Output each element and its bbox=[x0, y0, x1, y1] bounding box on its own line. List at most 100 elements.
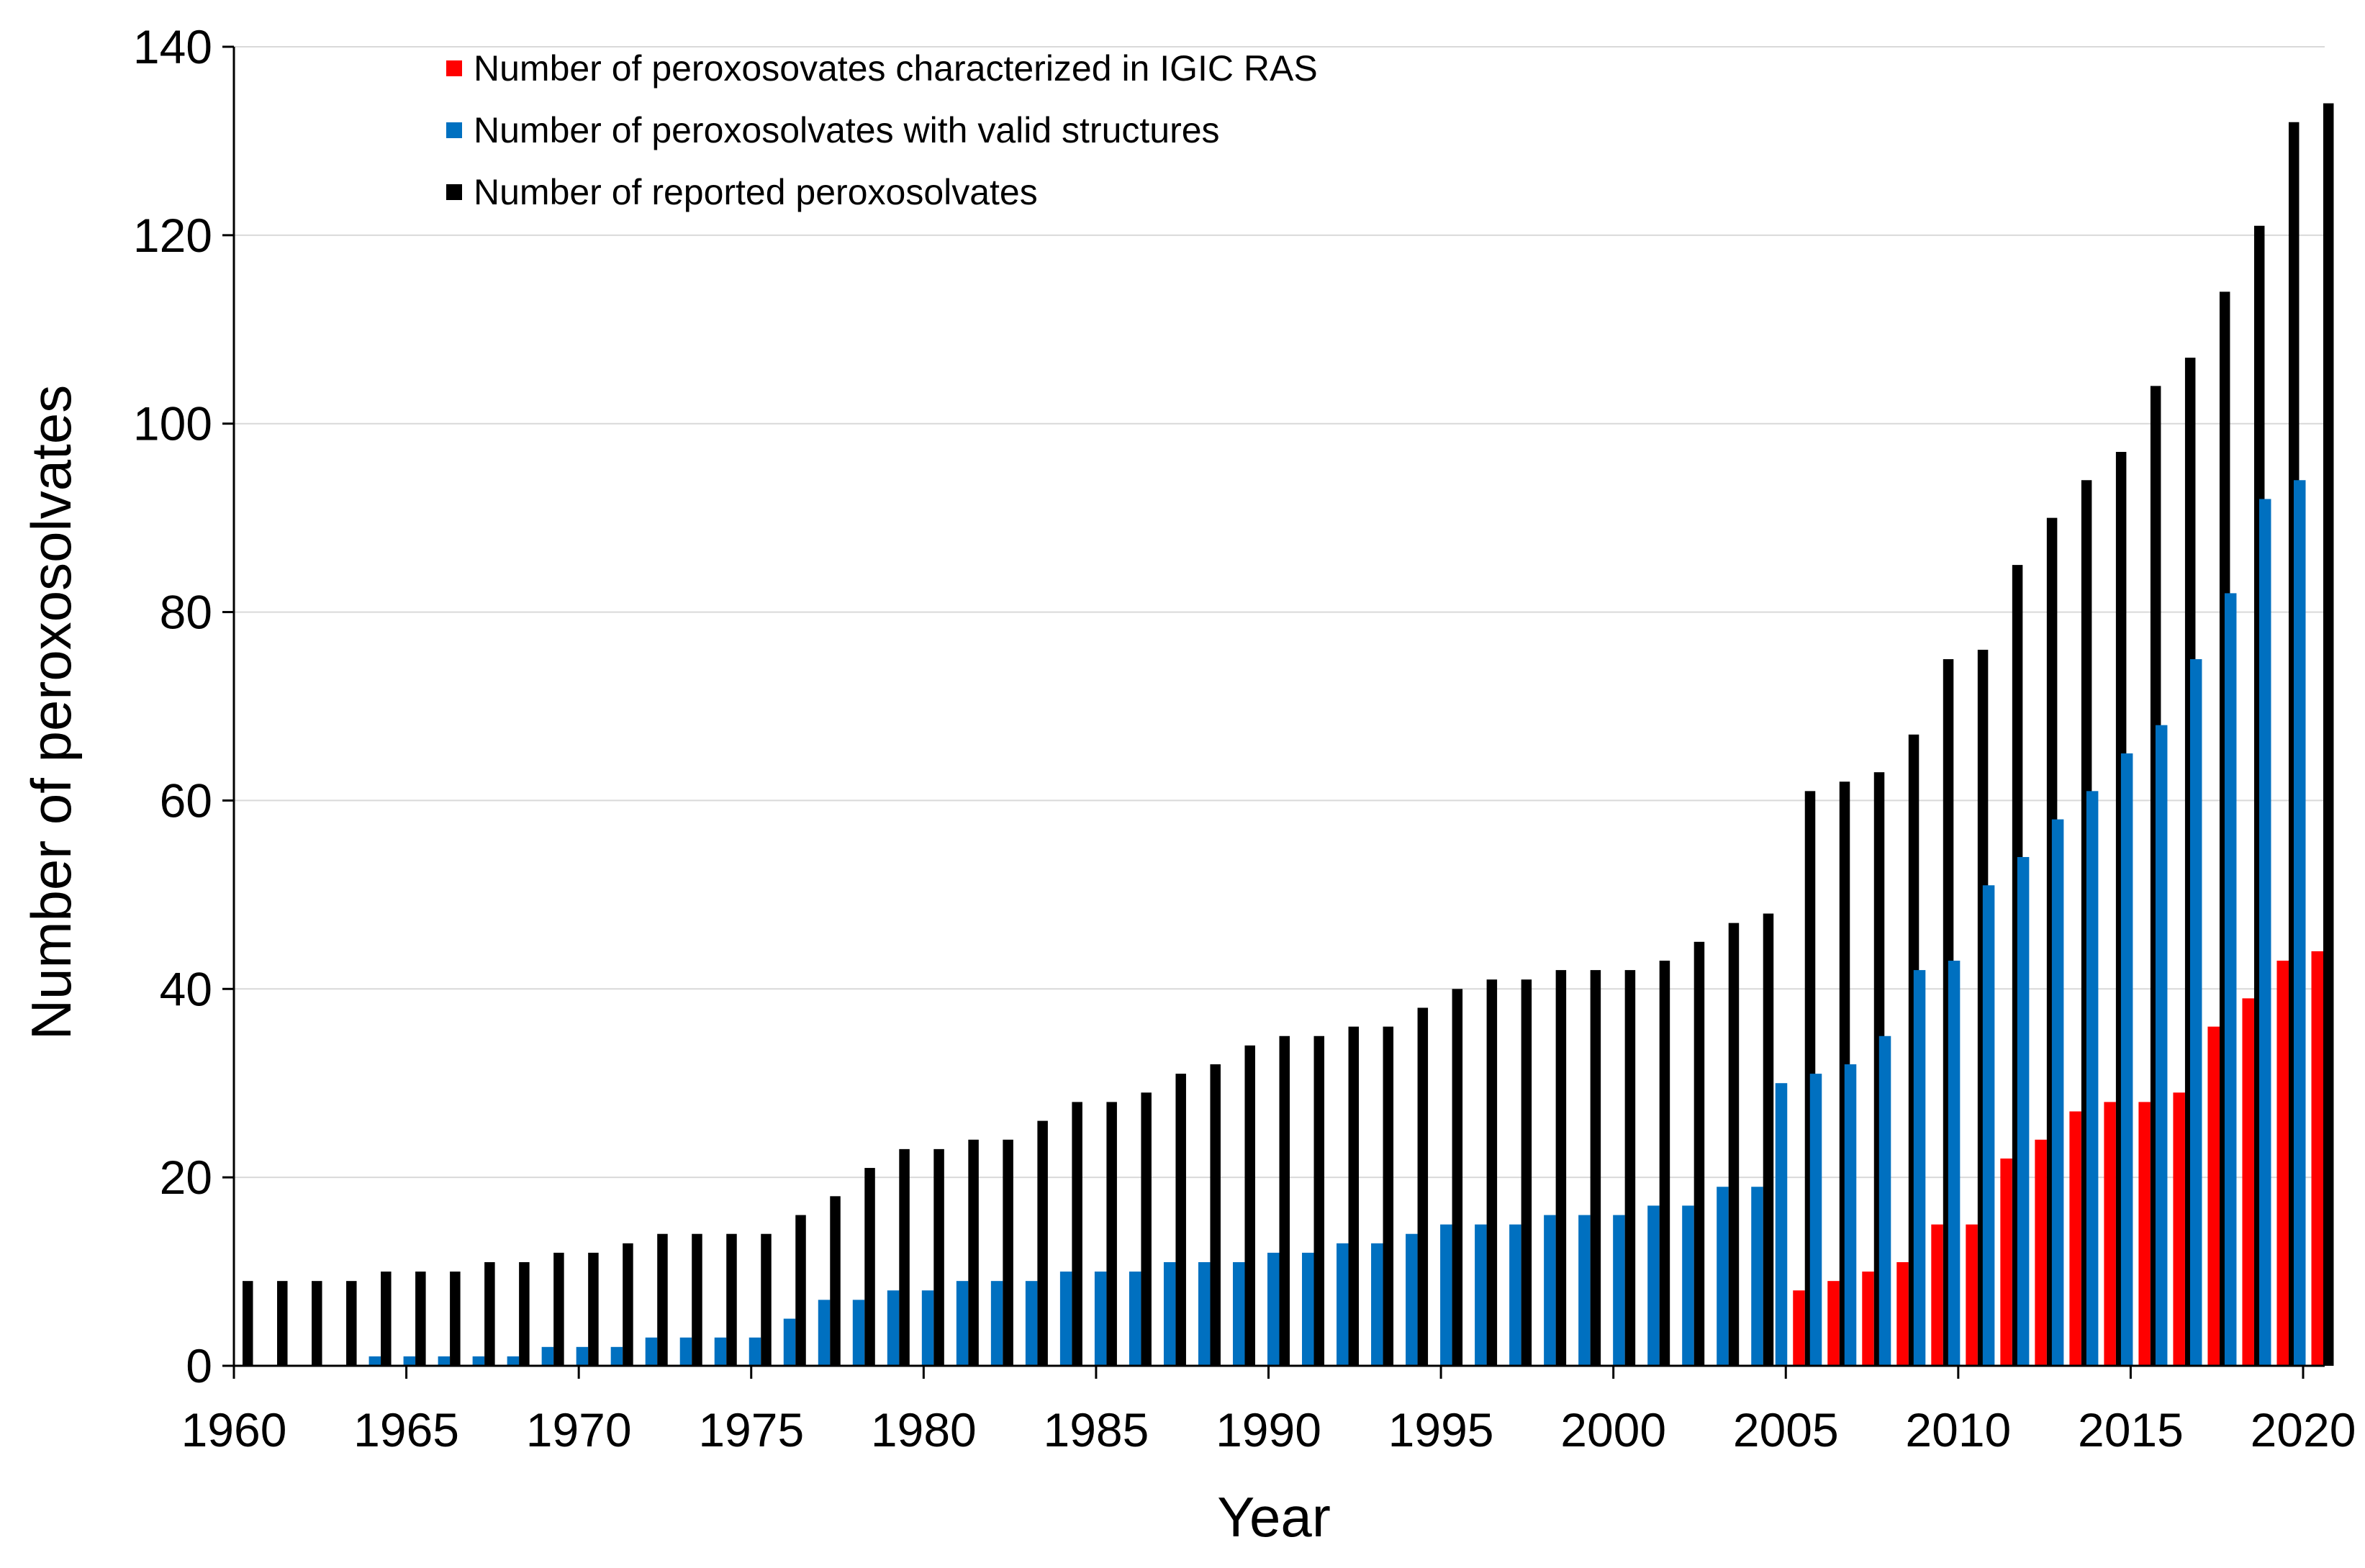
bar-reported-1995 bbox=[1452, 989, 1463, 1366]
bar-reported-1972 bbox=[657, 1233, 668, 1366]
bar-reported-1985 bbox=[1106, 1102, 1117, 1366]
bar-reported-1988 bbox=[1210, 1064, 1221, 1366]
x-tick-label-1980: 1980 bbox=[871, 1403, 977, 1456]
bar-reported-1999 bbox=[1590, 970, 1601, 1366]
legend-swatch-0 bbox=[446, 60, 462, 76]
bar-reported-1968 bbox=[519, 1261, 530, 1366]
y-tick-label-120: 120 bbox=[133, 209, 212, 262]
bar-valid-1964 bbox=[368, 1356, 381, 1366]
y-tick-label-40: 40 bbox=[160, 962, 212, 1015]
bar-valid-2014 bbox=[2086, 791, 2099, 1366]
bar-valid-2010 bbox=[1948, 961, 1961, 1366]
bar-valid-2003 bbox=[1717, 1187, 1729, 1366]
bar-reported-1967 bbox=[484, 1261, 495, 1366]
bar-reported-1996 bbox=[1486, 979, 1498, 1366]
bar-valid-1965 bbox=[403, 1356, 416, 1366]
bar-valid-2007 bbox=[1844, 1064, 1857, 1366]
bar-valid-1978 bbox=[852, 1300, 865, 1366]
bar-igic-2019 bbox=[2276, 961, 2289, 1366]
bar-reported-2002 bbox=[1694, 941, 1705, 1366]
bar-reported-1983 bbox=[1037, 1120, 1048, 1366]
bar-valid-1980 bbox=[921, 1290, 934, 1366]
bar-valid-1994 bbox=[1406, 1233, 1418, 1366]
x-tick-label-1970: 1970 bbox=[526, 1403, 632, 1456]
bar-valid-2004 bbox=[1751, 1187, 1763, 1366]
bar-valid-1999 bbox=[1578, 1215, 1591, 1366]
bar-valid-2005 bbox=[1775, 1083, 1788, 1366]
bar-reported-1976 bbox=[795, 1215, 806, 1366]
bar-reported-2003 bbox=[1728, 923, 1740, 1366]
bar-reported-1989 bbox=[1244, 1045, 1255, 1366]
bar-valid-1967 bbox=[472, 1356, 485, 1366]
legend-swatch-1 bbox=[446, 122, 462, 138]
bar-reported-1971 bbox=[623, 1243, 633, 1366]
bar-valid-1976 bbox=[783, 1318, 796, 1366]
bar-reported-1992 bbox=[1348, 1026, 1360, 1366]
bar-valid-2002 bbox=[1682, 1205, 1694, 1366]
bar-valid-1970 bbox=[576, 1346, 589, 1366]
bar-valid-1972 bbox=[645, 1337, 658, 1366]
x-tick-label-1960: 1960 bbox=[181, 1403, 287, 1456]
bar-valid-1981 bbox=[956, 1281, 969, 1366]
bar-igic-2012 bbox=[2035, 1139, 2047, 1366]
legend-label-2: Number of reported peroxosolvates bbox=[474, 172, 1038, 212]
bar-valid-1971 bbox=[610, 1346, 623, 1366]
bar-valid-1987 bbox=[1163, 1261, 1176, 1366]
bar-valid-2000 bbox=[1613, 1215, 1625, 1366]
bar-reported-2020 bbox=[2323, 103, 2334, 1367]
bar-reported-1997 bbox=[1521, 979, 1532, 1366]
x-tick-label-2020: 2020 bbox=[2251, 1403, 2356, 1456]
bar-valid-1977 bbox=[818, 1300, 831, 1366]
bar-valid-1995 bbox=[1440, 1224, 1452, 1366]
bar-valid-1996 bbox=[1475, 1224, 1487, 1366]
bar-valid-1973 bbox=[679, 1337, 692, 1366]
bar-reported-1987 bbox=[1175, 1074, 1186, 1366]
bar-valid-2019 bbox=[2258, 499, 2271, 1366]
bar-valid-2006 bbox=[1809, 1074, 1822, 1366]
x-tick-label-2000: 2000 bbox=[1560, 1403, 1666, 1456]
bar-valid-1992 bbox=[1337, 1243, 1349, 1366]
bar-reported-1973 bbox=[692, 1233, 702, 1366]
bar-reported-1969 bbox=[553, 1252, 564, 1366]
bar-valid-1985 bbox=[1094, 1272, 1107, 1366]
bar-igic-2007 bbox=[1862, 1272, 1874, 1366]
bar-valid-1986 bbox=[1129, 1272, 1141, 1366]
bar-valid-1997 bbox=[1509, 1224, 1521, 1366]
bar-igic-2014 bbox=[2104, 1102, 2116, 1366]
bar-reported-1960 bbox=[243, 1281, 253, 1366]
bar-igic-2016 bbox=[2173, 1092, 2185, 1366]
bar-igic-2020 bbox=[2311, 951, 2323, 1366]
bar-reported-1964 bbox=[381, 1272, 392, 1366]
bar-valid-2011 bbox=[1982, 885, 1995, 1366]
bar-reported-2004 bbox=[1763, 913, 1774, 1366]
bars bbox=[243, 103, 2334, 1367]
bar-valid-1982 bbox=[990, 1281, 1003, 1366]
bar-reported-1961 bbox=[277, 1281, 288, 1366]
bar-reported-2000 bbox=[1624, 970, 1636, 1366]
y-tick-label-80: 80 bbox=[160, 586, 212, 639]
bar-igic-2005 bbox=[1793, 1290, 1805, 1366]
bar-reported-1966 bbox=[450, 1272, 461, 1366]
legend-swatch-2 bbox=[446, 184, 462, 200]
bar-valid-1990 bbox=[1267, 1252, 1280, 1366]
bar-valid-2015 bbox=[2120, 753, 2133, 1366]
bar-valid-2008 bbox=[1878, 1035, 1891, 1366]
bar-valid-1966 bbox=[438, 1356, 451, 1366]
bar-igic-2011 bbox=[2000, 1158, 2012, 1366]
y-tick-label-20: 20 bbox=[160, 1151, 212, 1204]
bar-reported-1981 bbox=[968, 1139, 979, 1366]
bar-igic-2015 bbox=[2138, 1102, 2151, 1366]
bar-reported-1994 bbox=[1417, 1007, 1429, 1366]
bar-igic-2018 bbox=[2242, 998, 2254, 1366]
bar-valid-1983 bbox=[1025, 1281, 1038, 1366]
y-tick-label-100: 100 bbox=[133, 397, 212, 450]
y-tick-label-60: 60 bbox=[160, 774, 212, 827]
axes bbox=[222, 45, 2325, 1379]
bar-reported-2001 bbox=[1659, 961, 1670, 1366]
bar-valid-1993 bbox=[1371, 1243, 1383, 1366]
bar-reported-1977 bbox=[830, 1196, 841, 1366]
bar-reported-1993 bbox=[1383, 1026, 1394, 1366]
bar-valid-1988 bbox=[1198, 1261, 1211, 1366]
